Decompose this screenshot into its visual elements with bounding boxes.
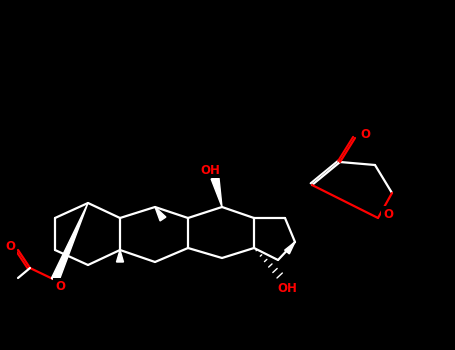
Polygon shape [211, 177, 222, 207]
Text: OH: OH [277, 281, 297, 294]
Polygon shape [116, 250, 123, 262]
Text: O: O [5, 239, 15, 252]
Text: OH: OH [200, 163, 220, 176]
Polygon shape [285, 242, 295, 254]
Text: O: O [55, 280, 65, 293]
Text: O: O [383, 208, 393, 220]
Polygon shape [51, 203, 88, 282]
Text: O: O [360, 127, 370, 140]
Polygon shape [155, 207, 166, 221]
